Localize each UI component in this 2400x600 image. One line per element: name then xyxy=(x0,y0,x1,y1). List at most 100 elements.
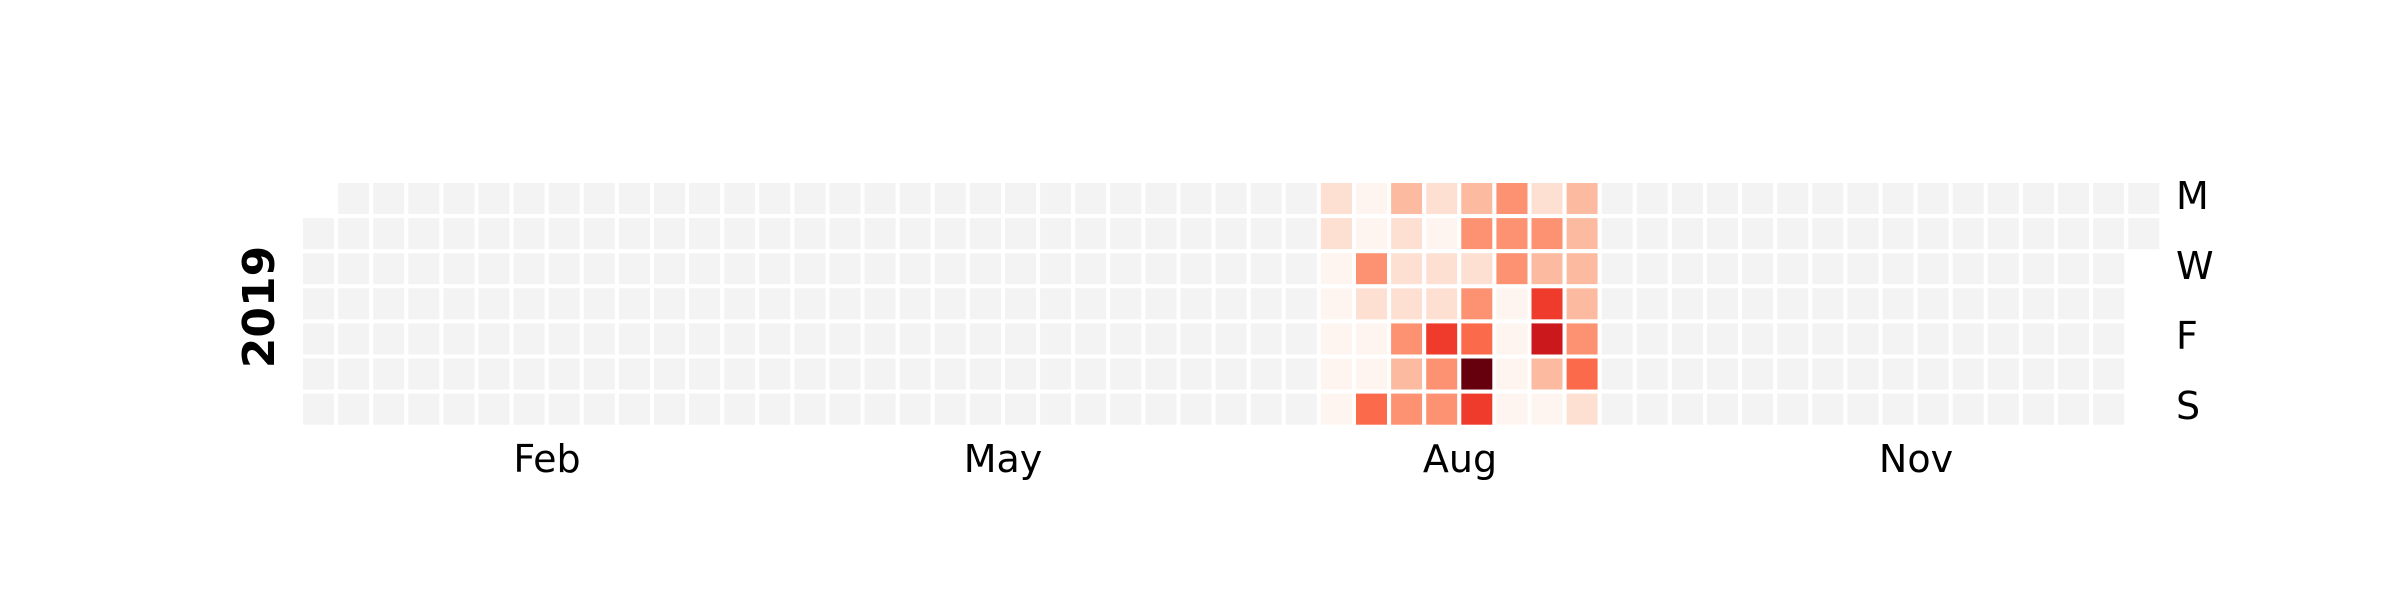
heatmap-cell xyxy=(2054,284,2094,324)
heatmap-cell xyxy=(1281,354,1321,394)
heatmap-cell xyxy=(1141,319,1181,359)
heatmap-cell xyxy=(369,319,409,359)
heatmap-cell xyxy=(1773,389,1813,429)
heatmap-cell xyxy=(2089,319,2129,359)
heatmap-cell xyxy=(1843,214,1883,254)
heatmap-cell xyxy=(1141,284,1181,324)
heatmap-cell xyxy=(404,284,444,324)
heatmap-cell xyxy=(369,354,409,394)
heatmap-cell xyxy=(2089,214,2129,254)
heatmap-cell xyxy=(1457,249,1497,289)
heatmap-cell xyxy=(2089,354,2129,394)
heatmap-cell xyxy=(2054,179,2094,219)
heatmap-cell xyxy=(825,319,865,359)
heatmap-cell xyxy=(2018,354,2059,394)
heatmap-cell xyxy=(2018,179,2059,219)
heatmap-cell xyxy=(1632,179,1672,219)
heatmap-cell xyxy=(1106,249,1146,289)
x-tick-label-feb: Feb xyxy=(513,437,580,481)
heatmap-cell xyxy=(579,389,619,429)
heatmap-cell xyxy=(299,214,339,254)
heatmap-cell xyxy=(369,284,409,324)
heatmap-cell xyxy=(404,319,444,359)
heatmap-cell xyxy=(1036,354,1076,394)
heatmap-cell xyxy=(1071,389,1111,429)
heatmap-cell xyxy=(1597,214,1637,254)
heatmap-cell xyxy=(930,249,970,289)
heatmap-cell xyxy=(1703,319,1743,359)
heatmap-cell xyxy=(1387,179,1427,219)
heatmap-cell xyxy=(1036,214,1076,254)
heatmap-cell xyxy=(579,284,619,324)
heatmap-cell xyxy=(2089,249,2129,289)
heatmap-cell xyxy=(1211,284,1251,324)
heatmap-cell xyxy=(1036,389,1076,429)
heatmap-cell xyxy=(1878,319,1918,359)
heatmap-cell xyxy=(1281,249,1321,289)
heatmap-cell xyxy=(860,284,900,324)
heatmap-cell xyxy=(439,179,479,219)
heatmap-cell xyxy=(1036,319,1076,359)
heatmap-cell xyxy=(439,354,479,394)
heatmap-cell xyxy=(1667,389,1708,429)
heatmap-cell xyxy=(1106,354,1146,394)
heatmap-cell xyxy=(1703,214,1743,254)
heatmap-cell xyxy=(720,354,760,394)
heatmap-cell xyxy=(1983,214,2023,254)
heatmap-cell xyxy=(895,249,935,289)
heatmap-cell xyxy=(2054,354,2094,394)
heatmap-cell xyxy=(544,179,584,219)
heatmap-cell xyxy=(1316,249,1357,289)
heatmap-cell xyxy=(369,179,409,219)
heatmap-cell xyxy=(1422,354,1462,394)
heatmap-cell xyxy=(755,249,795,289)
heatmap-cell xyxy=(1562,354,1602,394)
heatmap-cell xyxy=(1667,284,1708,324)
heatmap-cell xyxy=(1983,179,2023,219)
heatmap-cell xyxy=(1562,179,1602,219)
heatmap-cell xyxy=(404,389,444,429)
heatmap-cell xyxy=(1246,354,1286,394)
heatmap-cell xyxy=(1948,284,1988,324)
heatmap-cell xyxy=(1211,319,1251,359)
heatmap-cell xyxy=(1106,214,1146,254)
heatmap-cell xyxy=(895,319,935,359)
heatmap-cell xyxy=(895,179,935,219)
heatmap-cell xyxy=(1176,284,1216,324)
heatmap-cell xyxy=(1843,179,1883,219)
heatmap-cell xyxy=(1632,214,1672,254)
heatmap-cell xyxy=(369,249,409,289)
heatmap-cell xyxy=(685,214,725,254)
heatmap-cell xyxy=(334,319,374,359)
heatmap-cell xyxy=(2124,179,2164,219)
heatmap-cell xyxy=(474,389,514,429)
heatmap-cell xyxy=(790,319,830,359)
heatmap-cell xyxy=(1878,284,1918,324)
heatmap-cell xyxy=(650,214,690,254)
heatmap-cell xyxy=(1246,389,1286,429)
heatmap-cell xyxy=(720,214,760,254)
heatmap-cell xyxy=(790,284,830,324)
heatmap-cell xyxy=(439,249,479,289)
heatmap-cell xyxy=(720,179,760,219)
heatmap-cell xyxy=(720,319,760,359)
heatmap-cell xyxy=(1562,389,1602,429)
heatmap-cell xyxy=(1281,179,1321,219)
heatmap-cell xyxy=(1492,214,1532,254)
heatmap-cell xyxy=(685,354,725,394)
heatmap-cell xyxy=(2018,214,2059,254)
heatmap-cell xyxy=(685,319,725,359)
heatmap-cell xyxy=(1843,284,1883,324)
heatmap-cell xyxy=(1738,249,1778,289)
heatmap-cell xyxy=(685,249,725,289)
heatmap-cell xyxy=(1808,319,1848,359)
heatmap-cell xyxy=(1597,319,1637,359)
heatmap-cell xyxy=(1527,284,1567,324)
heatmap-cell xyxy=(299,319,339,359)
heatmap-cell xyxy=(1211,179,1251,219)
heatmap-cell xyxy=(1316,319,1357,359)
heatmap-cell xyxy=(1913,249,1953,289)
heatmap-cell xyxy=(965,389,1006,429)
heatmap-cell xyxy=(334,214,374,254)
heatmap-cell xyxy=(509,214,549,254)
